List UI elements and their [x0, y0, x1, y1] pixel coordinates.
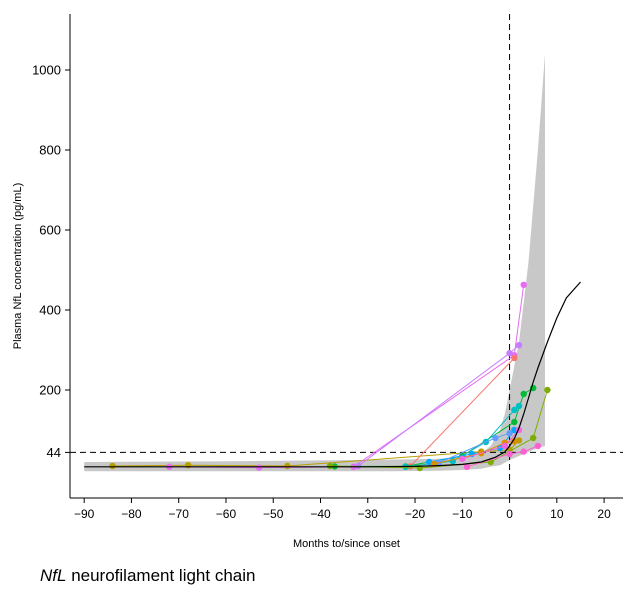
x-tick-label--80: −80	[121, 507, 142, 521]
series-6-point-4	[511, 406, 518, 414]
series-2-point-5	[520, 281, 527, 288]
series-8-point-2	[492, 434, 499, 442]
series-4-line	[409, 357, 515, 467]
x-axis-label: Months to/since onset	[293, 538, 400, 550]
series-5-point-5	[520, 390, 527, 398]
x-tick-label--50: −50	[263, 507, 284, 521]
series-1-point-6	[515, 437, 523, 444]
series-1-point-3	[284, 462, 291, 470]
series-11-point-4	[511, 438, 518, 445]
x-tick-label--40: −40	[310, 507, 331, 521]
x-tick-label-10: 10	[550, 507, 564, 521]
series-5-point-4	[511, 418, 518, 426]
y-tick-label-800: 800	[39, 143, 61, 158]
y-axis-label: Plasma NfL concentration (pg/mL)	[12, 183, 24, 350]
footnote: NfL neurofilament light chain	[40, 566, 255, 586]
reference-lines-layer	[70, 14, 623, 498]
series-11-line	[433, 440, 515, 465]
y-tick-label-44: 44	[47, 445, 61, 460]
x-tick-label-0: 0	[506, 507, 513, 521]
series-10-point-2	[506, 450, 513, 458]
y-tick-label-600: 600	[39, 223, 61, 238]
series-2-point-2	[255, 464, 263, 471]
series-9-point-5	[544, 386, 551, 394]
series-1-point-1	[109, 462, 116, 470]
confidence-band	[84, 54, 545, 472]
x-tick-label--60: −60	[216, 507, 237, 521]
y-tick-label-400: 400	[39, 303, 61, 318]
x-tick-label--10: −10	[452, 507, 473, 521]
x-tick-label--90: −90	[74, 507, 95, 521]
series-9-point-1	[326, 462, 334, 470]
chart: −90 −80 −70 −60 −50 −40 −30 −20 −10 0 10 20 44 200 400…	[12, 14, 623, 550]
series-8-point-3	[506, 430, 513, 437]
confidence-band-layer	[84, 54, 545, 472]
series-3-point-3	[515, 342, 523, 349]
series-7-point-4	[511, 426, 518, 434]
series-10-point-4	[534, 442, 542, 450]
x-tick-label--30: −30	[358, 507, 379, 521]
y-tick-label-1000: 1000	[32, 63, 61, 78]
series-6-point-5	[515, 402, 523, 410]
series-10-point-3	[520, 448, 527, 455]
series-layer	[109, 281, 551, 472]
series-12-point-1	[459, 455, 466, 462]
x-tick-label--70: −70	[169, 507, 190, 521]
footnote-definition: neurofilament light chain	[66, 566, 256, 585]
series-9-point-4	[530, 434, 537, 442]
series-4-point-2	[511, 354, 518, 362]
series-2-line	[169, 284, 525, 469]
fit-line	[84, 281, 581, 468]
fit-line-layer	[84, 281, 581, 468]
series-12-point-2	[501, 442, 508, 450]
y-tick-label-200: 200	[39, 383, 61, 398]
series-10-line	[466, 445, 539, 468]
x-tick-label-20: 20	[597, 507, 611, 521]
axes-layer: −90 −80 −70 −60 −50 −40 −30 −20 −10 0 10 20 44 200 400…	[12, 14, 623, 550]
x-tick-label--20: −20	[405, 507, 426, 521]
footnote-abbreviation: NfL	[40, 566, 67, 585]
series-10-point-1	[463, 463, 471, 470]
series-3-point-2	[506, 350, 513, 357]
